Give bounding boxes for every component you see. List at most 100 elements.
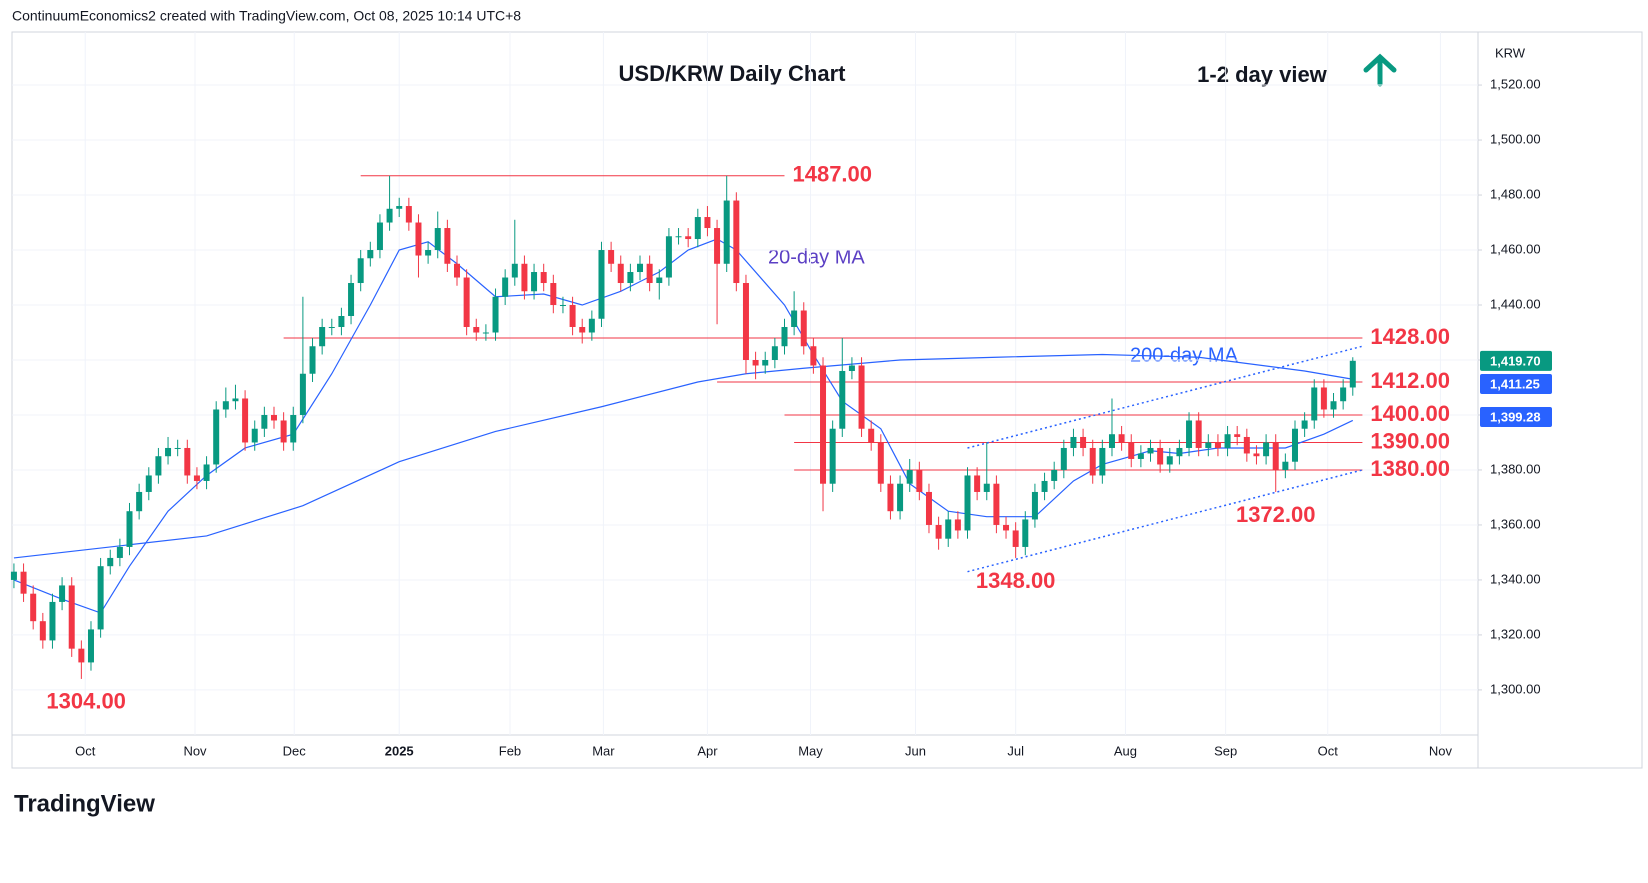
low-label: 1304.00: [46, 689, 126, 714]
candle-body: [1137, 453, 1144, 459]
candle-body: [473, 327, 480, 333]
chart-title: USD/KRW Daily Chart: [619, 61, 847, 86]
x-tick-label: Sep: [1214, 743, 1237, 758]
candle-body: [107, 557, 114, 567]
candle-body: [386, 208, 393, 223]
price-tag-label: 1,419.70: [1490, 353, 1541, 368]
level-label: 1380.00: [1370, 456, 1450, 481]
candle-body: [964, 475, 971, 531]
subtitle: 1-2 day view: [1197, 62, 1328, 87]
candle-body: [559, 305, 566, 307]
up-arrow: [1363, 53, 1397, 87]
header: ContinuumEconomics2 created with Trading…: [12, 8, 521, 24]
candle-body: [1195, 420, 1202, 448]
candle-body: [502, 277, 509, 297]
candle-body: [974, 475, 981, 492]
x-tick-label: 2025: [385, 743, 414, 758]
candle-body: [733, 200, 740, 284]
candle-body: [781, 327, 788, 347]
candle-body: [203, 464, 210, 481]
candle-body: [1003, 524, 1010, 531]
low-label: 1372.00: [1236, 502, 1316, 527]
candle-body: [935, 524, 942, 539]
candle-body: [1157, 447, 1164, 465]
candle-body: [126, 511, 133, 547]
candle-body: [1243, 436, 1250, 454]
candle-body: [319, 327, 326, 347]
candle-body: [97, 566, 104, 630]
candle-body: [993, 483, 1000, 525]
price-tag: [1480, 406, 1552, 427]
y-axis-label: KRW: [1495, 45, 1526, 60]
candle-body: [1301, 420, 1308, 429]
y-tick-label: 1,480.00: [1490, 186, 1541, 201]
candle-body: [983, 483, 990, 492]
candle-body: [444, 228, 451, 264]
candle-body: [1089, 447, 1096, 476]
x-tick-label: May: [798, 743, 823, 758]
candle-body: [521, 263, 528, 292]
candle-body: [877, 442, 884, 484]
candle-body: [78, 648, 85, 663]
candle-body: [829, 428, 836, 484]
candle-body: [868, 428, 875, 443]
low-label: 1348.00: [976, 568, 1056, 593]
y-tick-label: 1,340.00: [1490, 571, 1541, 586]
candle-body: [1080, 436, 1087, 448]
candle-body: [193, 475, 200, 481]
candle-body: [68, 585, 75, 649]
x-tick-label: Jul: [1007, 743, 1024, 758]
candle-body: [945, 519, 952, 539]
candle-body: [588, 318, 595, 333]
candle-body: [579, 327, 586, 333]
candle-body: [685, 236, 692, 240]
candle-body: [1272, 442, 1279, 470]
candle-body: [608, 250, 615, 264]
candle-body: [1320, 387, 1327, 410]
candle-body: [405, 206, 412, 223]
candle-body: [1041, 480, 1048, 492]
x-tick-label: Nov: [183, 743, 207, 758]
candle-body: [1166, 456, 1173, 465]
candle-body: [184, 447, 191, 476]
candle-body: [251, 428, 258, 443]
y-tick-label: 1,440.00: [1490, 296, 1541, 311]
candle-body: [87, 629, 94, 663]
x-tick-label: Feb: [499, 743, 521, 758]
candle-body: [762, 359, 769, 366]
x-tick-label: Oct: [1318, 743, 1339, 758]
candle-body: [810, 346, 817, 366]
level-label: 1428.00: [1370, 324, 1450, 349]
candle-body: [463, 277, 470, 328]
candle-body: [665, 236, 672, 278]
candle-body: [511, 263, 518, 278]
candle-body: [925, 491, 932, 525]
candle-body: [637, 263, 644, 273]
candle-body: [1330, 401, 1337, 410]
candle-body: [954, 519, 961, 531]
candle-body: [299, 373, 306, 415]
candle-body: [396, 206, 403, 209]
candle-body: [1022, 519, 1029, 547]
candle-body: [897, 483, 904, 512]
candle-body: [367, 250, 374, 259]
candle-body: [1176, 447, 1183, 457]
candle-body: [1108, 434, 1115, 448]
brand-logo: TradingView: [14, 790, 155, 817]
price-tag-label: 1,399.28: [1490, 409, 1541, 424]
candle-body: [1012, 530, 1019, 547]
candle-body: [598, 250, 605, 319]
candle-body: [492, 296, 499, 333]
candle-body: [742, 283, 749, 360]
y-tick-label: 1,360.00: [1490, 516, 1541, 531]
candle-body: [136, 491, 143, 512]
x-tick-label: Nov: [1429, 743, 1453, 758]
candle-body: [1234, 434, 1241, 437]
candle-body: [887, 483, 894, 512]
candle-body: [714, 228, 721, 264]
price-tag: [1480, 374, 1552, 395]
candle-body: [800, 310, 807, 347]
candle-body: [415, 222, 422, 256]
candle-body: [376, 222, 383, 251]
candle-body: [1128, 442, 1135, 459]
